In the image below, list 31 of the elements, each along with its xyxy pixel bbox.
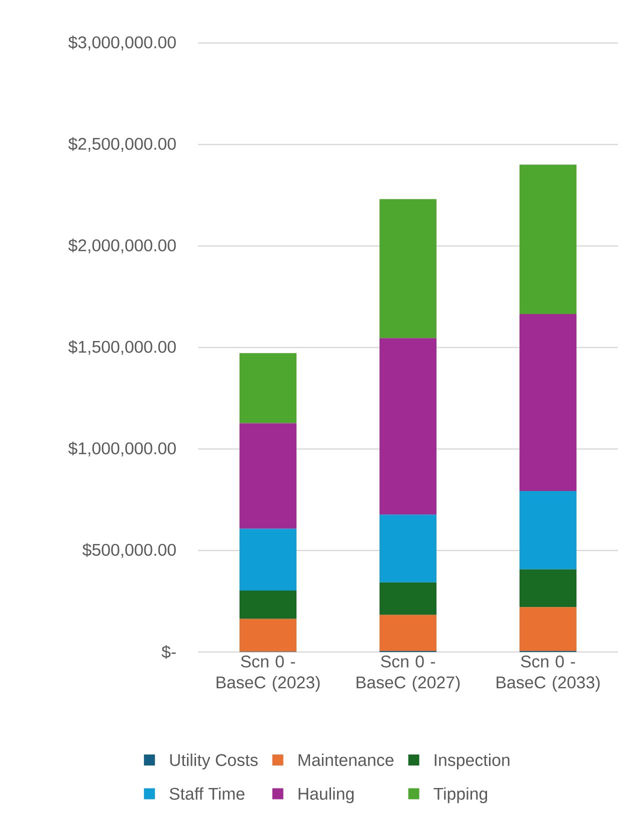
bar <box>240 423 296 529</box>
y-tick-label: $3,000,000.00 <box>68 36 176 50</box>
y-tick-label: $- <box>162 645 176 659</box>
bar <box>520 569 576 608</box>
x-tick-label: Scn 0 - BaseC (2033) <box>496 656 600 692</box>
bar <box>380 514 436 582</box>
bar <box>240 618 296 652</box>
legend-label: Hauling <box>298 787 354 804</box>
bar <box>380 199 436 338</box>
bar <box>240 528 296 590</box>
y-tick-label: $1,000,000.00 <box>68 442 176 456</box>
bar <box>380 338 436 515</box>
y-tick-label: $1,500,000.00 <box>68 340 176 355</box>
bar <box>520 607 576 651</box>
y-tick-label: $2,500,000.00 <box>68 137 176 152</box>
bar <box>520 314 576 492</box>
legend-label: Staff Time <box>170 787 244 800</box>
legend-label: Maintenance <box>298 754 394 766</box>
bar <box>240 590 296 619</box>
y-tick-label: $500,000.00 <box>82 543 176 558</box>
legend-label: Utility Costs <box>170 754 258 770</box>
legend-label: Inspection <box>434 754 510 770</box>
y-tick-label: $2,000,000.00 <box>68 238 176 254</box>
x-tick-label: Scn 0 - BaseC (2027) <box>356 656 460 692</box>
bar <box>240 353 296 424</box>
bar <box>380 582 436 615</box>
bar <box>380 614 436 651</box>
bar <box>520 491 576 570</box>
bar <box>520 164 576 314</box>
legend-label: Tipping <box>434 787 488 804</box>
x-tick-label: Scn 0 - BaseC (2023) <box>216 656 320 692</box>
